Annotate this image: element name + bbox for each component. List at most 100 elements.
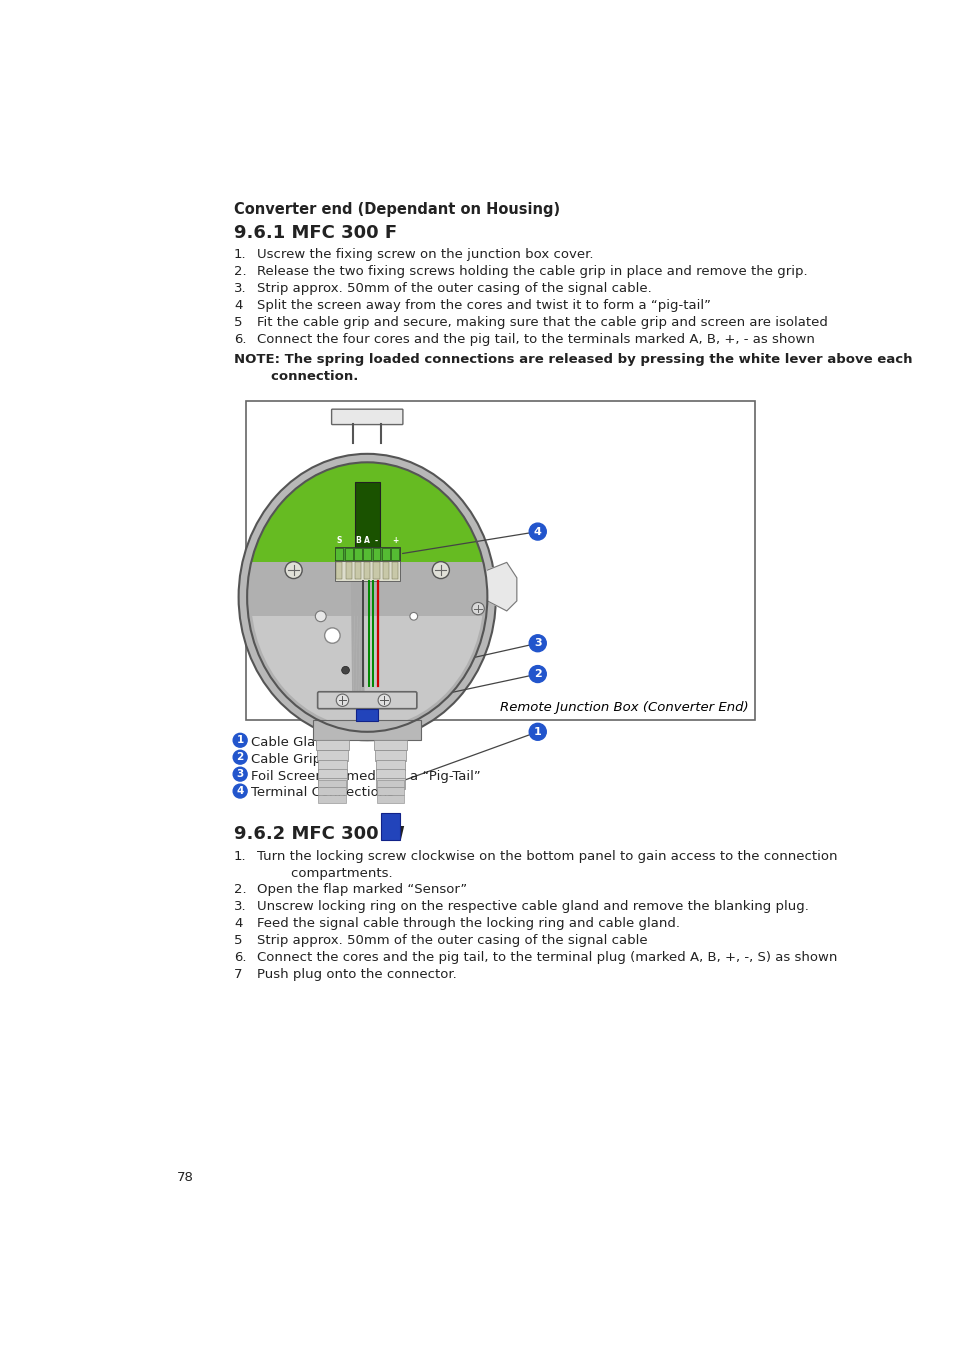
Text: Foil Screen formed into a “Pig-Tail”: Foil Screen formed into a “Pig-Tail” bbox=[251, 769, 480, 783]
Text: Strip approx. 50mm of the outer casing of the signal cable: Strip approx. 50mm of the outer casing o… bbox=[257, 934, 647, 948]
Circle shape bbox=[341, 667, 349, 674]
Bar bbox=[375, 751, 406, 761]
Text: 3.: 3. bbox=[233, 282, 246, 296]
Bar bbox=[376, 779, 404, 787]
Circle shape bbox=[410, 613, 417, 620]
Text: 2: 2 bbox=[534, 670, 541, 679]
Bar bbox=[374, 740, 406, 751]
Bar bbox=[375, 760, 405, 771]
Text: 4: 4 bbox=[534, 526, 541, 536]
Text: Cable Grip: Cable Grip bbox=[251, 752, 321, 765]
Bar bbox=[317, 760, 347, 771]
Bar bbox=[335, 547, 399, 560]
Bar bbox=[392, 563, 397, 579]
Text: Release the two fixing screws holding the cable grip in place and remove the gri: Release the two fixing screws holding th… bbox=[257, 265, 807, 278]
Circle shape bbox=[529, 666, 546, 683]
Bar bbox=[335, 563, 342, 579]
Bar bbox=[318, 795, 346, 803]
Text: 1.: 1. bbox=[233, 248, 246, 262]
Text: Push plug onto the connector.: Push plug onto the connector. bbox=[257, 968, 456, 981]
Text: 3: 3 bbox=[236, 769, 244, 779]
Bar bbox=[381, 813, 399, 840]
Bar bbox=[376, 787, 404, 795]
Circle shape bbox=[377, 694, 390, 706]
Text: Converter end (Dependant on Housing): Converter end (Dependant on Housing) bbox=[233, 202, 559, 217]
Text: A: A bbox=[364, 536, 370, 545]
Bar bbox=[355, 563, 360, 579]
Circle shape bbox=[432, 562, 449, 579]
Text: Unscrew locking ring on the respective cable gland and remove the blanking plug.: Unscrew locking ring on the respective c… bbox=[257, 900, 808, 914]
Text: 2.: 2. bbox=[233, 883, 246, 896]
Text: 4: 4 bbox=[236, 786, 244, 796]
Text: 5: 5 bbox=[233, 934, 242, 948]
Bar bbox=[317, 768, 347, 779]
Text: 4: 4 bbox=[233, 918, 242, 930]
Text: Cable Gland: Cable Gland bbox=[251, 736, 332, 749]
Bar bbox=[315, 740, 348, 751]
Text: 78: 78 bbox=[177, 1170, 194, 1184]
Bar bbox=[364, 563, 370, 579]
Circle shape bbox=[285, 562, 302, 579]
Text: 6.: 6. bbox=[233, 333, 246, 346]
Bar bbox=[251, 617, 483, 728]
Bar bbox=[313, 721, 421, 740]
Bar bbox=[373, 548, 380, 560]
Circle shape bbox=[324, 628, 340, 643]
Circle shape bbox=[529, 724, 546, 740]
Bar bbox=[375, 768, 405, 779]
Bar bbox=[344, 548, 353, 560]
Bar bbox=[355, 482, 379, 551]
Bar bbox=[335, 560, 399, 580]
FancyBboxPatch shape bbox=[317, 691, 416, 709]
Text: 7: 7 bbox=[233, 968, 242, 981]
Bar bbox=[356, 709, 377, 721]
Text: B: B bbox=[355, 536, 360, 545]
Text: 9.6.1 MFC 300 F: 9.6.1 MFC 300 F bbox=[233, 224, 396, 242]
Circle shape bbox=[233, 767, 247, 782]
Text: 9.6.2 MFC 300 W: 9.6.2 MFC 300 W bbox=[233, 825, 404, 842]
Circle shape bbox=[335, 694, 348, 706]
Text: 5: 5 bbox=[233, 316, 242, 329]
Bar bbox=[317, 778, 347, 788]
Text: Fit the cable grip and secure, making sure that the cable grip and screen are is: Fit the cable grip and secure, making su… bbox=[257, 316, 827, 329]
Text: 1: 1 bbox=[534, 726, 541, 737]
Bar bbox=[391, 548, 398, 560]
Bar bbox=[318, 787, 346, 795]
Text: Terminal Connections: Terminal Connections bbox=[251, 787, 394, 799]
Text: S: S bbox=[336, 536, 342, 545]
Text: NOTE: The spring loaded connections are released by pressing the white lever abo: NOTE: The spring loaded connections are … bbox=[233, 352, 911, 366]
Circle shape bbox=[529, 524, 546, 540]
Text: +: + bbox=[392, 536, 397, 545]
Bar bbox=[235, 563, 498, 744]
Text: 4: 4 bbox=[233, 300, 242, 312]
Text: Turn the locking screw clockwise on the bottom panel to gain access to the conne: Turn the locking screw clockwise on the … bbox=[257, 849, 837, 863]
Text: compartments.: compartments. bbox=[257, 867, 393, 880]
Text: Open the flap marked “Sensor”: Open the flap marked “Sensor” bbox=[257, 883, 467, 896]
Text: 6.: 6. bbox=[233, 952, 246, 964]
Text: Split the screen away from the cores and twist it to form a “pig-tail”: Split the screen away from the cores and… bbox=[257, 300, 710, 312]
Text: Uscrew the fixing screw on the junction box cover.: Uscrew the fixing screw on the junction … bbox=[257, 248, 593, 262]
Circle shape bbox=[529, 634, 546, 652]
Bar bbox=[335, 548, 343, 560]
Bar bbox=[354, 548, 361, 560]
Bar bbox=[381, 548, 390, 560]
Bar bbox=[345, 563, 352, 579]
Text: 1: 1 bbox=[236, 736, 244, 745]
FancyBboxPatch shape bbox=[332, 409, 402, 424]
Bar bbox=[245, 401, 754, 721]
Text: Strip approx. 50mm of the outer casing of the signal cable.: Strip approx. 50mm of the outer casing o… bbox=[257, 282, 651, 296]
Circle shape bbox=[233, 784, 247, 798]
Circle shape bbox=[315, 612, 326, 622]
Text: -: - bbox=[375, 536, 377, 545]
Text: 3.: 3. bbox=[233, 900, 246, 914]
Bar bbox=[375, 778, 405, 788]
Ellipse shape bbox=[247, 462, 487, 732]
Bar bbox=[382, 563, 389, 579]
Bar bbox=[363, 548, 371, 560]
Text: 3: 3 bbox=[534, 639, 541, 648]
Bar bbox=[373, 563, 379, 579]
Text: Connect the four cores and the pig tail, to the terminals marked A, B, +, - as s: Connect the four cores and the pig tail,… bbox=[257, 333, 814, 346]
Circle shape bbox=[472, 602, 484, 614]
Text: 2: 2 bbox=[236, 752, 244, 763]
Text: Feed the signal cable through the locking ring and cable gland.: Feed the signal cable through the lockin… bbox=[257, 918, 679, 930]
